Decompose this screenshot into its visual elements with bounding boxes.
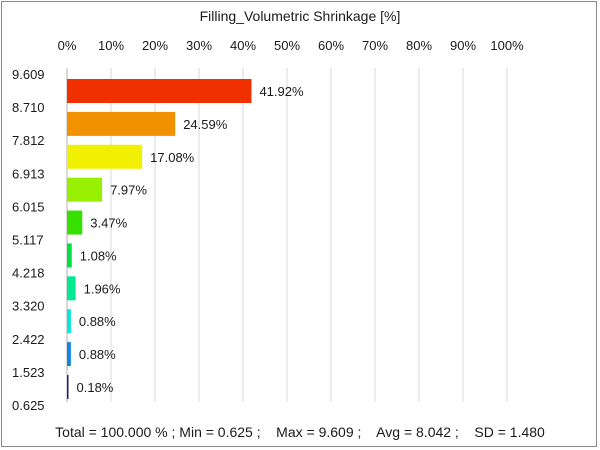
x-tick-label: 70% xyxy=(362,38,388,53)
statistics-summary: Total = 100.000 % ; Min = 0.625 ; Max = … xyxy=(55,424,545,440)
y-tick-label: 9.609 xyxy=(12,67,45,82)
bar-data-label: 24.59% xyxy=(183,117,228,132)
x-tick-label: 20% xyxy=(142,38,168,53)
bar xyxy=(67,111,176,136)
bar-data-label: 0.88% xyxy=(79,314,116,329)
x-tick-label: 0% xyxy=(58,38,77,53)
bar xyxy=(67,276,76,301)
y-tick-label: 3.320 xyxy=(12,299,45,314)
bar xyxy=(67,79,252,103)
bar xyxy=(67,177,103,202)
y-tick-label: 8.710 xyxy=(12,100,45,115)
y-tick-label: 7.812 xyxy=(12,133,45,148)
bar xyxy=(67,342,71,367)
x-tick-label: 30% xyxy=(186,38,212,53)
x-tick-label: 40% xyxy=(230,38,256,53)
y-tick-label: 5.117 xyxy=(12,233,44,248)
bar xyxy=(67,210,83,235)
y-tick-label: 0.625 xyxy=(12,398,45,413)
bar-data-label: 17.08% xyxy=(150,150,195,165)
y-tick-label: 6.015 xyxy=(12,199,45,214)
x-tick-label: 90% xyxy=(450,38,476,53)
x-tick-label: 100% xyxy=(490,38,524,53)
bar xyxy=(67,144,143,169)
chart-title: Filling_Volumetric Shrinkage [%] xyxy=(199,8,401,24)
y-tick-label: 4.218 xyxy=(12,266,45,281)
x-tick-label: 50% xyxy=(274,38,300,53)
bar-data-label: 41.92% xyxy=(259,84,304,99)
y-tick-label: 2.422 xyxy=(12,332,45,347)
bar-data-label: 7.97% xyxy=(110,183,147,198)
bar-data-label: 3.47% xyxy=(90,216,127,231)
bar-data-label: 1.08% xyxy=(80,248,117,263)
x-tick-label: 10% xyxy=(98,38,124,53)
bar xyxy=(67,309,71,334)
bar xyxy=(67,243,72,268)
x-tick-label: 60% xyxy=(318,38,344,53)
y-tick-label: 1.523 xyxy=(12,365,45,380)
bar-data-label: 0.88% xyxy=(79,347,116,362)
x-tick-label: 80% xyxy=(406,38,432,53)
y-tick-label: 6.913 xyxy=(12,166,45,181)
bar xyxy=(67,375,69,399)
bar-data-label: 1.96% xyxy=(84,281,121,296)
bar-data-label: 0.18% xyxy=(77,380,114,395)
